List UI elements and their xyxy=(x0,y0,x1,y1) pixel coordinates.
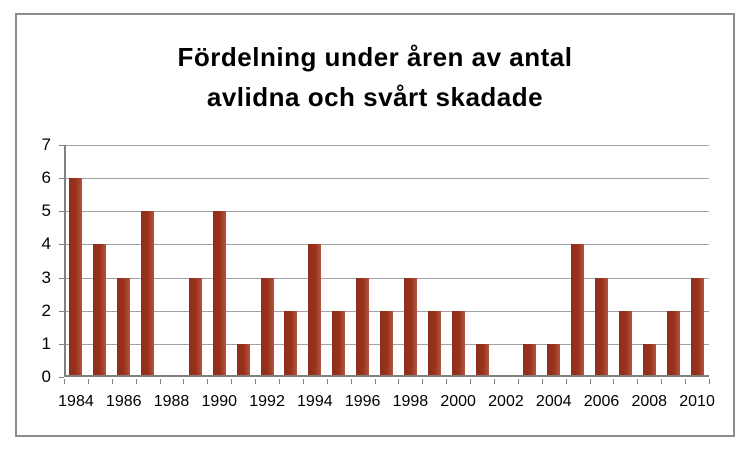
x-axis-label-1996: 1996 xyxy=(344,393,381,410)
x-tick-mark xyxy=(183,379,184,384)
x-tick-mark xyxy=(542,379,543,384)
x-axis-label-2008: 2008 xyxy=(631,393,668,410)
bar-1987 xyxy=(141,211,155,377)
y-axis-label-1: 1 xyxy=(41,333,51,353)
x-tick-mark xyxy=(422,379,423,384)
x-tick-mark xyxy=(590,379,591,384)
y-tick-mark xyxy=(59,310,64,312)
y-axis-label-5: 5 xyxy=(41,201,51,221)
y-tick-mark xyxy=(59,145,64,146)
x-tick-mark xyxy=(637,379,638,384)
bar-1994 xyxy=(308,244,322,377)
x-axis-label-1992: 1992 xyxy=(249,393,285,410)
gridline-y-3 xyxy=(64,277,709,279)
x-axis-label-2000: 2000 xyxy=(440,393,476,410)
bar-2003 xyxy=(523,343,537,377)
x-tick-mark xyxy=(160,379,161,384)
x-tick-mark xyxy=(112,379,113,384)
gridline-y-6 xyxy=(64,178,709,180)
bar-1984 xyxy=(69,178,83,377)
bar-1990 xyxy=(212,211,226,377)
bar-1985 xyxy=(93,244,107,377)
chart-title-line1: Fördelning under åren av antal xyxy=(177,42,573,72)
x-axis-label-1990: 1990 xyxy=(201,393,238,410)
x-tick-mark xyxy=(231,379,232,384)
x-tick-mark xyxy=(613,379,614,384)
bar-2000 xyxy=(451,310,465,377)
bar-1993 xyxy=(284,310,298,377)
x-tick-mark xyxy=(351,379,352,384)
x-tick-mark xyxy=(255,379,256,384)
x-axis-label-2004: 2004 xyxy=(535,393,572,410)
x-tick-mark xyxy=(661,379,662,384)
bar-1995 xyxy=(332,310,346,377)
y-axis-label-3: 3 xyxy=(41,267,51,287)
x-axis-label-2002: 2002 xyxy=(488,393,524,410)
y-axis-label-6: 6 xyxy=(41,168,51,188)
gridline-y-7 xyxy=(64,145,709,146)
bar-2006 xyxy=(595,277,608,377)
y-axis-label-2: 2 xyxy=(41,300,51,320)
bar-2009 xyxy=(666,310,680,377)
bar-1996 xyxy=(356,277,370,377)
x-tick-mark xyxy=(327,379,328,384)
x-axis-label-1988: 1988 xyxy=(153,393,190,410)
y-axis-labels: 0 1 2 3 4 5 6 7 xyxy=(17,135,55,386)
bar-1989 xyxy=(188,277,202,377)
bar-1998 xyxy=(403,277,417,377)
x-axis-line xyxy=(64,375,709,377)
bar-2005 xyxy=(571,244,585,377)
y-tick-mark xyxy=(59,178,64,180)
x-axis-label-1994: 1994 xyxy=(297,393,333,410)
x-tick-mark xyxy=(709,379,710,384)
plot-area xyxy=(59,145,710,384)
x-tick-mark xyxy=(566,379,567,384)
x-tick-mark xyxy=(303,379,304,384)
x-tick-mark xyxy=(375,379,376,384)
bar-2004 xyxy=(547,343,561,377)
x-tick-mark xyxy=(64,379,65,384)
bar-1999 xyxy=(427,310,441,377)
y-axis-label-7: 7 xyxy=(41,135,51,154)
x-axis-label-2006: 2006 xyxy=(583,393,620,410)
x-axis-label-1984: 1984 xyxy=(58,393,94,410)
x-axis-label-2010: 2010 xyxy=(679,393,715,410)
bar-1991 xyxy=(236,343,250,377)
y-axis-label-4: 4 xyxy=(41,234,51,254)
bar-2007 xyxy=(618,310,632,377)
gridline-y-4 xyxy=(64,244,709,246)
x-tick-mark xyxy=(446,379,447,384)
bar-1986 xyxy=(117,277,131,377)
x-axis-label-1998: 1998 xyxy=(392,393,429,410)
bar-1997 xyxy=(380,310,393,377)
x-tick-mark xyxy=(88,379,89,384)
x-axis-labels: 1984 1986 1988 1990 1992 1994 1996 1998 2000 2002… xyxy=(58,392,715,412)
x-tick-mark xyxy=(207,379,208,384)
y-tick-mark xyxy=(59,211,64,213)
chart-title: Fördelning under åren av antal avlidna o… xyxy=(17,37,733,117)
x-axis-label-1986: 1986 xyxy=(105,393,142,410)
gridline-y-5 xyxy=(64,211,709,213)
x-tick-mark xyxy=(685,379,686,384)
chart-title-line2: avlidna och svårt skadade xyxy=(206,82,544,112)
y-tick-mark xyxy=(59,277,64,279)
bar-2008 xyxy=(642,343,656,377)
bar-1992 xyxy=(260,277,274,377)
y-axis-line xyxy=(64,145,66,377)
y-tick-mark xyxy=(59,343,64,345)
x-tick-mark xyxy=(518,379,519,384)
chart-frame: Fördelning under åren av antal avlidna o… xyxy=(15,13,735,437)
x-tick-mark xyxy=(470,379,471,384)
y-tick-mark xyxy=(59,377,64,378)
x-tick-mark xyxy=(279,379,280,384)
x-tick-mark xyxy=(398,379,399,384)
bar-2001 xyxy=(475,343,489,377)
x-tick-mark xyxy=(494,379,495,384)
bar-2010 xyxy=(690,277,704,377)
y-axis-label-0: 0 xyxy=(41,367,51,386)
y-tick-mark xyxy=(59,244,64,246)
x-tick-mark xyxy=(136,379,137,384)
